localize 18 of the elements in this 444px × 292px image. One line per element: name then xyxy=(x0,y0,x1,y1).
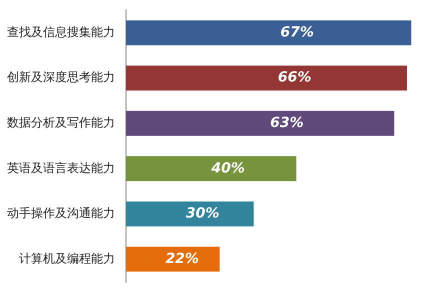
bar xyxy=(126,156,296,182)
data-label: 66% xyxy=(278,70,312,86)
bar xyxy=(126,110,394,136)
data-label: 30% xyxy=(186,206,220,222)
data-label: 67% xyxy=(280,24,314,40)
bar xyxy=(126,201,254,226)
bar xyxy=(126,246,220,272)
bar xyxy=(126,20,412,46)
y-tick-label: 计算机及编程能力 xyxy=(19,251,115,266)
bar xyxy=(126,66,407,91)
y-tick-label: 创新及深度思考能力 xyxy=(7,70,115,84)
data-label: 63% xyxy=(270,115,304,132)
y-tick-label: 英语及语言表达能力 xyxy=(7,160,115,175)
y-tick-label: 数据分析及写作能力 xyxy=(7,115,115,130)
y-tick-label: 动手操作及沟通能力 xyxy=(7,206,115,220)
data-label: 22% xyxy=(165,250,199,267)
data-label: 40% xyxy=(210,160,245,176)
y-tick-label: 查找及信息搜集能力 xyxy=(7,24,115,39)
